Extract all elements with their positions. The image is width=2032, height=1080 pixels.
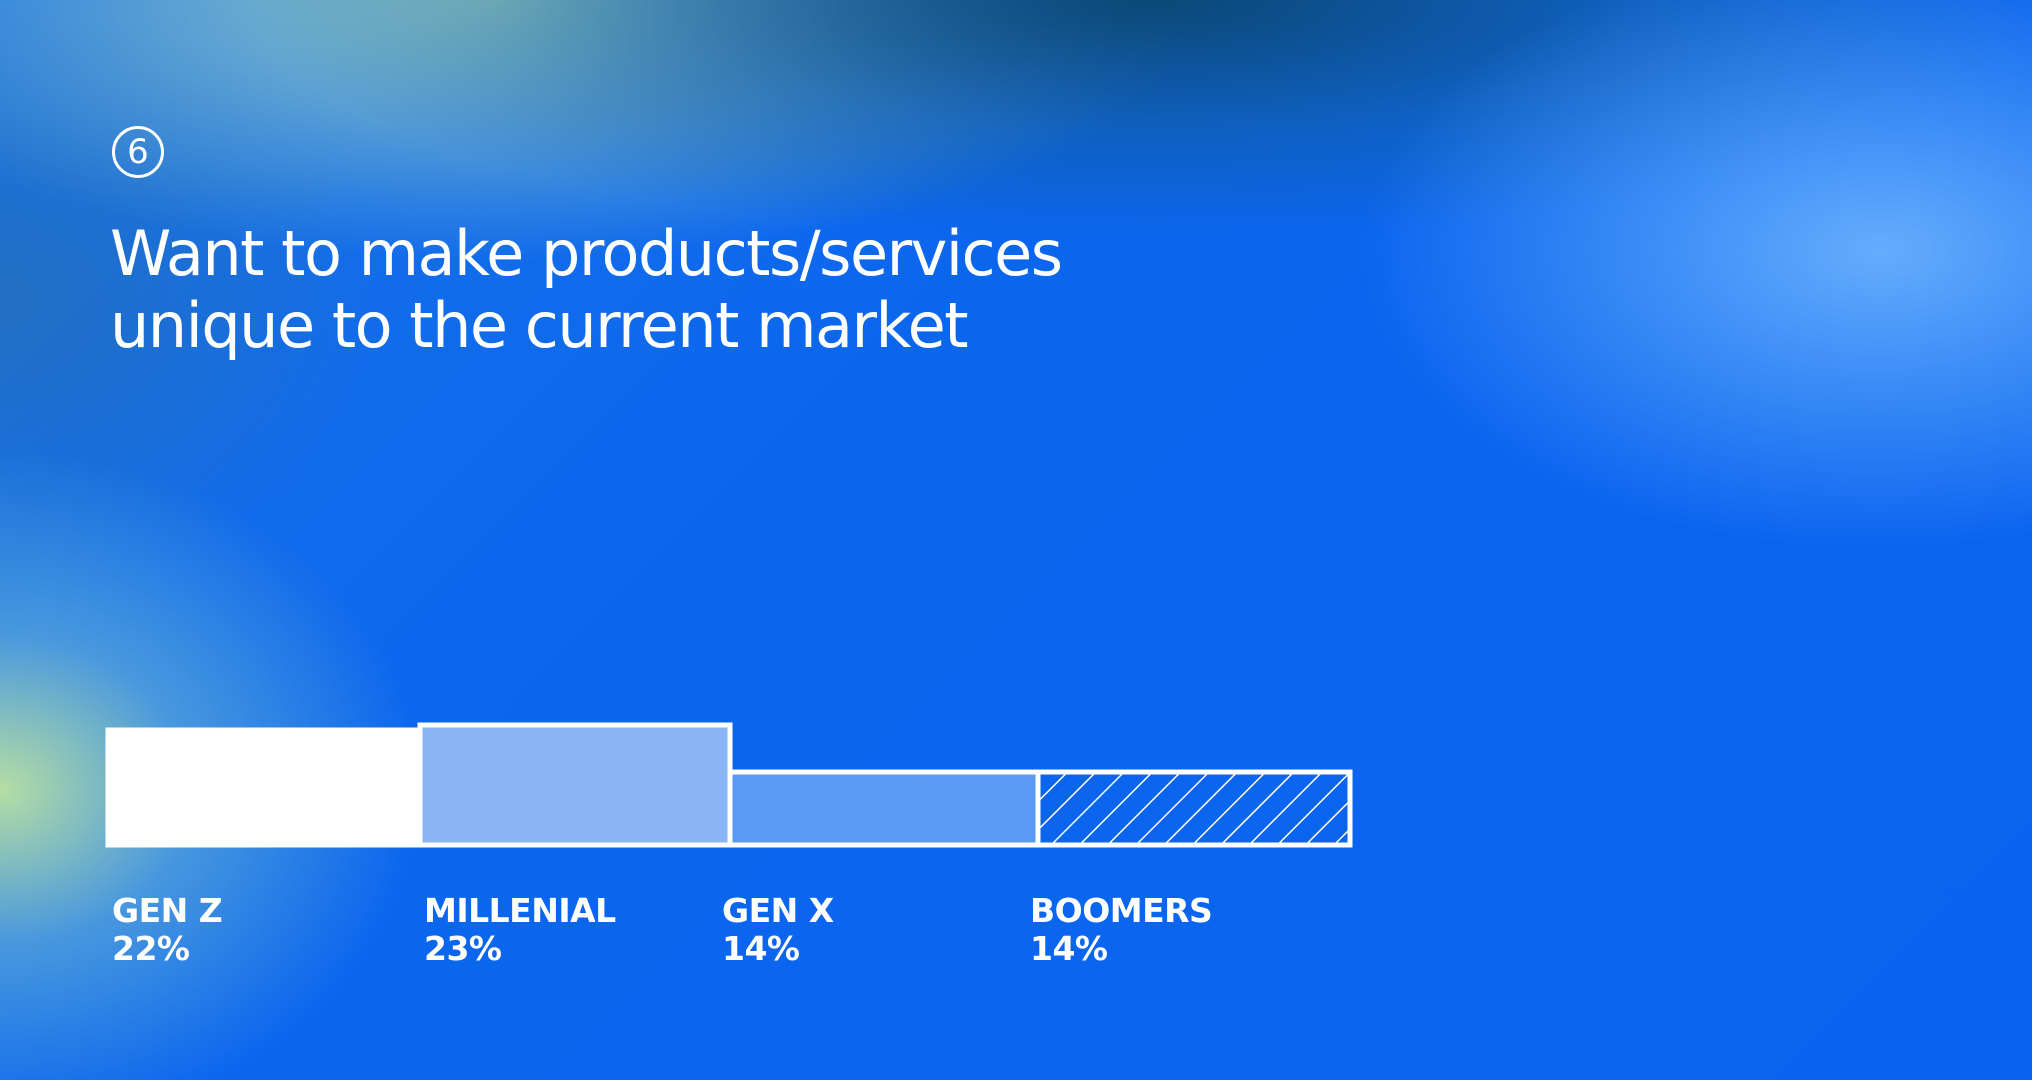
category-value: 14% bbox=[1030, 929, 1108, 968]
category-label-boomers: BOOMERS 14% bbox=[1030, 891, 1213, 968]
category-label-millenial: MILLENIAL 23% bbox=[424, 892, 616, 968]
title-line-1: Want to make products/services bbox=[110, 217, 1063, 290]
bar-boomers bbox=[1035, 769, 1353, 848]
category-name: GEN X bbox=[722, 891, 834, 930]
bar-gen-z bbox=[105, 727, 423, 848]
category-value: 23% bbox=[424, 929, 502, 968]
bar-millenial bbox=[417, 722, 733, 848]
title-line-2: unique to the current market bbox=[110, 289, 969, 362]
category-value: 14% bbox=[722, 929, 800, 968]
category-name: GEN Z bbox=[112, 891, 223, 930]
category-value: 22% bbox=[112, 929, 190, 968]
bar-gen-x bbox=[727, 769, 1041, 848]
category-label-gen-z: GEN Z 22% bbox=[112, 891, 223, 968]
step-number-badge: 6 bbox=[112, 126, 164, 178]
page-title: Want to make products/services unique to… bbox=[110, 218, 1210, 362]
bars-group bbox=[105, 722, 1353, 848]
category-name: MILLENIAL bbox=[424, 891, 616, 930]
category-name: BOOMERS bbox=[1030, 891, 1213, 930]
category-label-gen-x: GEN X 14% bbox=[722, 892, 834, 968]
